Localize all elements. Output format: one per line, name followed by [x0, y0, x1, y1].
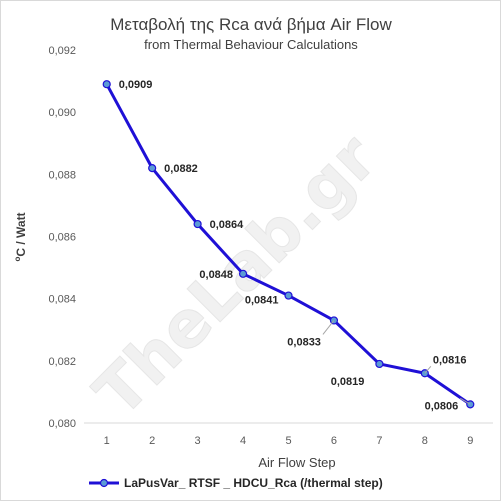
- y-axis-title-superscript: o: [13, 257, 22, 262]
- legend-entry-label: LaPusVar_ RTSF _ HDCU_Rca (/thermal step…: [124, 476, 383, 490]
- data-label: 0,0864: [210, 219, 245, 231]
- x-tick-label: 2: [149, 435, 155, 447]
- x-tick-label: 6: [331, 435, 337, 447]
- chart-subtitle: from Thermal Behaviour Calculations: [144, 37, 358, 52]
- data-label: 0,0833: [287, 336, 321, 348]
- chart-title: Μεταβολή της Rca ανά βήμα Air Flow: [110, 15, 392, 34]
- legend[interactable]: LaPusVar_ RTSF _ HDCU_Rca (/thermal step…: [89, 476, 383, 490]
- data-labels: 0,0909 0,0882 0,0864 0,0848 0,0841 0,0833 0,08…: [119, 79, 467, 412]
- x-tick-label: 5: [285, 435, 291, 447]
- y-tick-label: 0,086: [48, 232, 76, 244]
- data-point-marker[interactable]: [375, 359, 384, 369]
- y-tick-label: 0,088: [48, 169, 76, 181]
- x-tick-label: 9: [467, 435, 473, 447]
- data-point-marker[interactable]: [238, 269, 248, 278]
- data-point-marker[interactable]: [102, 80, 111, 89]
- y-axis-title: oC / Watt: [13, 212, 28, 261]
- x-tick-label: 1: [104, 435, 110, 447]
- data-label: 0,0841: [245, 295, 279, 307]
- data-point-marker[interactable]: [284, 291, 293, 300]
- data-point-marker[interactable]: [148, 164, 157, 173]
- y-tick-label: 0,082: [48, 356, 76, 368]
- y-tick-label: 0,080: [48, 418, 76, 430]
- data-label-leader: [460, 397, 471, 405]
- data-label: 0,0882: [164, 163, 198, 175]
- legend-marker-swatch: [99, 478, 109, 488]
- data-label: 0,0848: [199, 269, 233, 281]
- data-label-leader: [322, 320, 335, 335]
- x-tick-label: 8: [422, 435, 428, 447]
- y-tick-label: 0,090: [48, 107, 76, 119]
- data-label-leader: [424, 365, 432, 374]
- y-axis-title-main: C / Watt: [14, 212, 28, 256]
- data-label: 0,0909: [119, 79, 153, 91]
- data-label: 0,0816: [433, 354, 467, 366]
- x-axis-ticks: 1 2 3 4 5 6 7 8 9: [104, 435, 474, 447]
- x-axis-title: Air Flow Step: [258, 455, 335, 470]
- y-tick-label: 0,092: [48, 45, 76, 57]
- label-leaders: [322, 320, 471, 405]
- x-tick-label: 4: [240, 435, 246, 447]
- data-label: 0,0806: [425, 400, 459, 412]
- data-point-marker[interactable]: [193, 219, 202, 229]
- data-label: 0,0819: [331, 376, 365, 388]
- x-tick-label: 3: [195, 435, 201, 447]
- y-tick-label: 0,084: [48, 294, 76, 306]
- x-tick-label: 7: [376, 435, 382, 447]
- y-axis-ticks: 0,080 0,082 0,084 0,086 0,088 0,090 0,092: [48, 45, 76, 430]
